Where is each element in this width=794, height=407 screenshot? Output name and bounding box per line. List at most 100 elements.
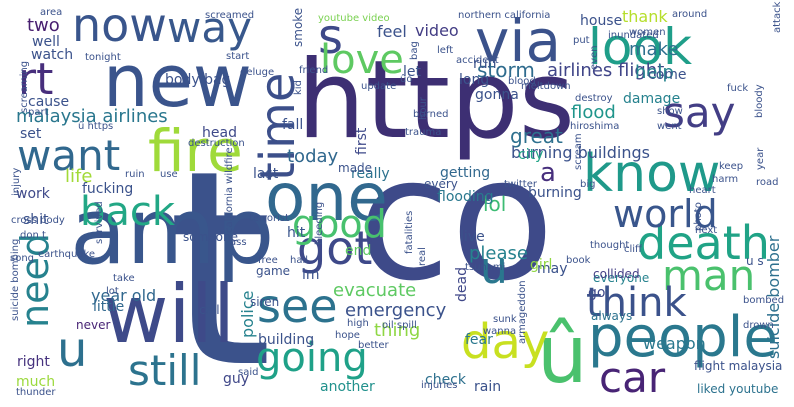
cloud-word: look: [588, 18, 693, 76]
cloud-word: put: [573, 35, 590, 46]
cloud-word: evacuate: [333, 280, 417, 301]
cloud-word: malaysia airlines: [16, 106, 168, 127]
cloud-word: hope: [335, 330, 360, 341]
cloud-word: screaming: [19, 60, 30, 113]
cloud-word: amp: [70, 178, 275, 285]
cloud-word: need: [13, 233, 57, 328]
cloud-word: guy: [223, 371, 250, 387]
cloud-word: friend: [299, 65, 329, 76]
cloud-word: said: [238, 367, 259, 378]
cloud-word: now: [72, 0, 167, 52]
cloud-word: via: [475, 7, 561, 75]
cloud-word: work: [16, 186, 50, 202]
cloud-word: screamed: [205, 10, 255, 21]
cloud-word: went: [657, 121, 682, 132]
cloud-word: cause: [28, 94, 70, 110]
cloud-word: real: [417, 247, 428, 266]
cloud-word: great: [510, 124, 563, 148]
cloud-word: watch: [31, 47, 74, 63]
cloud-word: love: [320, 37, 404, 83]
cloud-word: fuck: [727, 83, 749, 94]
cloud-word: ass: [230, 237, 247, 248]
cloud-word: injuries: [421, 380, 458, 391]
cloud-word: burning buildings: [511, 143, 650, 162]
cloud-word: part: [28, 107, 49, 118]
cloud-word: thing: [374, 320, 421, 341]
cloud-word: smoke: [291, 7, 305, 47]
cloud-word: keep: [719, 161, 744, 172]
cloud-word: sunk: [493, 314, 517, 325]
cloud-word: new: [103, 39, 252, 123]
cloud-word: call: [199, 303, 220, 317]
cloud-word: area: [40, 7, 63, 18]
cloud-word: hit: [287, 225, 306, 241]
cloud-word: life: [65, 166, 93, 187]
cloud-word: going: [256, 335, 368, 381]
cloud-word: flight malaysia: [694, 359, 783, 373]
cloud-word: day: [461, 314, 550, 370]
cloud-word: storm: [477, 58, 535, 82]
cloud-word: armageddon: [517, 280, 528, 344]
cloud-word: shit: [23, 212, 49, 228]
cloud-word: survived: [94, 201, 105, 244]
cloud-word: t: [167, 112, 273, 407]
cloud-word: free: [258, 255, 278, 266]
cloud-word: fall: [282, 117, 304, 133]
cloud-word: book: [566, 255, 591, 266]
cloud-word: u: [57, 322, 88, 378]
cloud-word: blood: [508, 76, 536, 87]
cloud-word: fatalities: [404, 210, 415, 254]
cloud-word: video: [415, 21, 459, 40]
cloud-word: much: [16, 374, 56, 390]
cloud-word: scream: [573, 133, 584, 170]
cloud-word: cross body: [11, 215, 65, 226]
cloud-word: trauma: [405, 127, 442, 138]
cloud-word: will: [103, 268, 236, 361]
cloud-word: lot: [106, 286, 119, 297]
cloud-word: flooding: [437, 189, 494, 205]
cloud-word: really: [351, 166, 390, 182]
cloud-word: tsunami: [465, 262, 506, 273]
cloud-word: bleeding: [314, 201, 325, 245]
cloud-word: hiroshima: [570, 121, 620, 132]
cloud-word: attack: [772, 2, 783, 34]
cloud-word: everyone: [593, 271, 650, 285]
cloud-word: want: [17, 131, 121, 180]
cloud-word: never: [76, 318, 111, 332]
cloud-word: building: [258, 332, 315, 348]
cloud-word: bloody: [754, 84, 765, 118]
cloud-word: u s: [746, 254, 764, 268]
cloud-word: rain: [474, 379, 502, 395]
cloud-word: fire: [148, 117, 243, 185]
cloud-word: please: [469, 243, 528, 264]
cloud-word: know: [583, 144, 721, 204]
cloud-word: every: [424, 177, 458, 191]
cloud-word: thought: [590, 240, 630, 251]
cloud-word: destroy: [575, 93, 613, 104]
cloud-word: airlines flight: [547, 60, 665, 81]
cloud-word: terrorist: [249, 213, 290, 224]
cloud-word: house: [580, 13, 623, 29]
cloud-word: siren: [250, 295, 280, 309]
cloud-word: bombed: [743, 295, 785, 306]
cloud-word: youtube video: [318, 13, 390, 24]
cloud-word: oil spill: [382, 320, 417, 331]
cloud-word: meltdown: [521, 81, 571, 92]
cloud-word: make: [629, 39, 679, 60]
cloud-word: may: [537, 261, 568, 277]
cloud-word: go: [588, 285, 606, 301]
cloud-word: twitter: [504, 179, 537, 190]
cloud-word: bag: [409, 41, 420, 60]
cloud-word: use: [160, 169, 178, 180]
cloud-word: game: [256, 264, 291, 278]
cloud-word: live: [460, 229, 485, 245]
cloud-word: suicide bombing: [10, 238, 21, 321]
cloud-word: accident: [456, 55, 499, 66]
cloud-word: last: [253, 166, 279, 182]
cloud-word: man: [662, 251, 756, 300]
cloud-word: photo: [693, 202, 704, 231]
cloud-word: rt: [18, 54, 54, 105]
cloud-word: end: [345, 243, 372, 259]
cloud-word: set: [20, 126, 42, 142]
cloud-word: car: [599, 353, 666, 402]
